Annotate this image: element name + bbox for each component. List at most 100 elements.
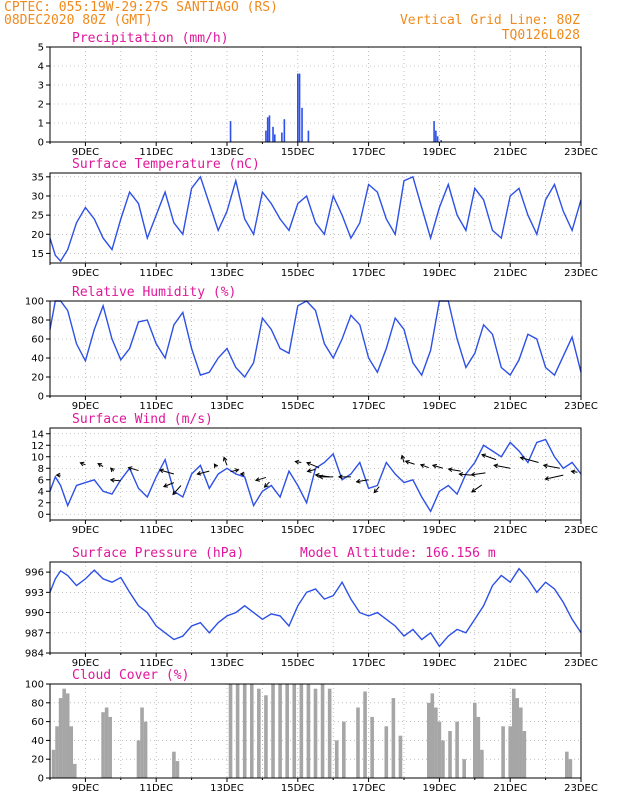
y-tick-label: 40 <box>31 354 44 365</box>
wind-arrow-head <box>519 456 525 461</box>
y-tick-label: 4 <box>38 62 44 73</box>
wind-arrow-head <box>493 463 499 469</box>
y-tick-label: 2 <box>38 100 44 111</box>
wind-arrow-head <box>373 488 379 494</box>
panel-title: Relative Humidity (%) <box>72 285 236 300</box>
x-tick-label: 17DEC <box>352 268 386 279</box>
wind-arrow <box>307 468 316 472</box>
wind-arrow-head <box>337 474 343 480</box>
panel-frame <box>49 300 582 397</box>
x-tick-label: 19DEC <box>423 525 457 536</box>
y-tick-label: 20 <box>31 755 44 766</box>
series-line <box>49 300 582 379</box>
cloud-bar <box>511 688 516 778</box>
cloud-bar <box>426 702 431 778</box>
cloud-bar <box>363 691 367 778</box>
y-tick-label: 4 <box>38 487 44 498</box>
cloud-bar <box>313 688 318 778</box>
x-tick-label: 21DEC <box>493 783 527 794</box>
y-tick-label: 0 <box>38 392 44 403</box>
y-tick-label: 20 <box>31 230 44 241</box>
precip-bar <box>266 117 269 142</box>
wind-arrow <box>545 474 564 480</box>
y-tick-label: 80 <box>31 698 44 709</box>
panel-2: Surface Temperature (nC) 15 20 25 30 35 9DEC 11… <box>31 157 598 279</box>
x-tick-label: 17DEC <box>352 783 386 794</box>
precip-bar <box>268 115 271 142</box>
cloud-bar <box>235 684 240 778</box>
header-code: TQ0126L028 <box>502 28 580 43</box>
panel-title: Cloud Cover (%) <box>72 668 189 683</box>
panel-1: Precipitation (mm/h) 0 1 2 3 4 5 9DEC 11DEC 13DEC… <box>38 31 598 158</box>
x-tick-label: 9DEC <box>72 268 99 279</box>
panel-title: Surface Wind (m/s) <box>72 412 213 427</box>
cloud-bar <box>508 726 512 778</box>
cloud-bar <box>278 684 282 778</box>
x-tick-label: 9DEC <box>72 658 99 669</box>
cloud-bar <box>62 688 66 778</box>
panel-frame <box>49 46 582 143</box>
wind-arrow <box>128 467 139 472</box>
wind-arrow-head <box>55 472 61 478</box>
wind-arrow-head <box>570 469 576 475</box>
x-tick-label: 9DEC <box>72 525 99 536</box>
wind-arrow-head <box>314 473 320 478</box>
cloud-bar <box>437 721 442 778</box>
wind-arrow <box>110 479 121 482</box>
x-tick-label: 17DEC <box>352 147 386 158</box>
wind-arrow-head <box>97 462 103 468</box>
panel-5: Surface Pressure (hPa) Model Altitude: 16… <box>25 546 598 669</box>
x-tick-label: 19DEC <box>423 401 457 412</box>
wind-arrow-head <box>306 461 312 467</box>
wind-arrow <box>163 482 175 488</box>
cloud-bar <box>462 759 466 778</box>
y-tick-label: 984 <box>25 649 44 660</box>
cloud-bar <box>136 740 141 778</box>
cloud-bar <box>104 707 109 778</box>
wind-arrow <box>543 464 560 469</box>
wind-arrow-head <box>196 471 202 476</box>
y-tick-label: 100 <box>25 680 44 691</box>
x-tick-label: 13DEC <box>210 525 244 536</box>
wind-arrow <box>459 473 472 476</box>
y-tick-label: 2 <box>38 498 44 509</box>
wind-arrow <box>448 468 461 472</box>
wind-arrow <box>481 454 497 461</box>
y-tick-label: 80 <box>31 316 44 327</box>
cloud-bar <box>143 721 148 778</box>
cloud-bar <box>58 698 63 778</box>
precip-bar <box>301 107 303 142</box>
precip-bar <box>265 130 267 142</box>
cloud-bar <box>228 684 233 778</box>
x-tick-label: 11DEC <box>139 147 173 158</box>
wind-arrow <box>230 469 239 473</box>
x-tick-label: 17DEC <box>352 658 386 669</box>
x-tick-label: 21DEC <box>493 401 527 412</box>
precip-bar <box>435 130 437 142</box>
cloud-bar <box>519 707 523 778</box>
cloud-bar <box>140 707 144 778</box>
cloud-bar <box>398 735 403 778</box>
wind-arrow <box>264 481 270 488</box>
cloud-bar <box>476 716 481 778</box>
y-tick-label: 40 <box>31 736 44 747</box>
panel-6: Cloud Cover (%) 0 20 40 60 80 100 9DEC 11DEC 13DE… <box>25 668 598 794</box>
wind-arrow-head <box>544 476 550 481</box>
x-tick-label: 23DEC <box>564 525 598 536</box>
y-tick-label: 993 <box>25 588 44 599</box>
y-tick-label: 12 <box>31 441 44 452</box>
series-line <box>49 567 582 648</box>
x-tick-label: 17DEC <box>352 525 386 536</box>
wind-arrow-head <box>254 477 261 482</box>
x-tick-label: 19DEC <box>423 147 457 158</box>
x-tick-label: 9DEC <box>72 783 99 794</box>
x-tick-label: 23DEC <box>564 147 598 158</box>
wind-arrow-head <box>355 478 361 484</box>
x-tick-label: 13DEC <box>210 268 244 279</box>
y-tick-label: 100 <box>25 297 44 308</box>
wind-arrow-head <box>213 463 219 469</box>
panel-frame <box>49 561 582 654</box>
precip-bar <box>297 73 299 142</box>
cloud-bar <box>55 726 59 778</box>
